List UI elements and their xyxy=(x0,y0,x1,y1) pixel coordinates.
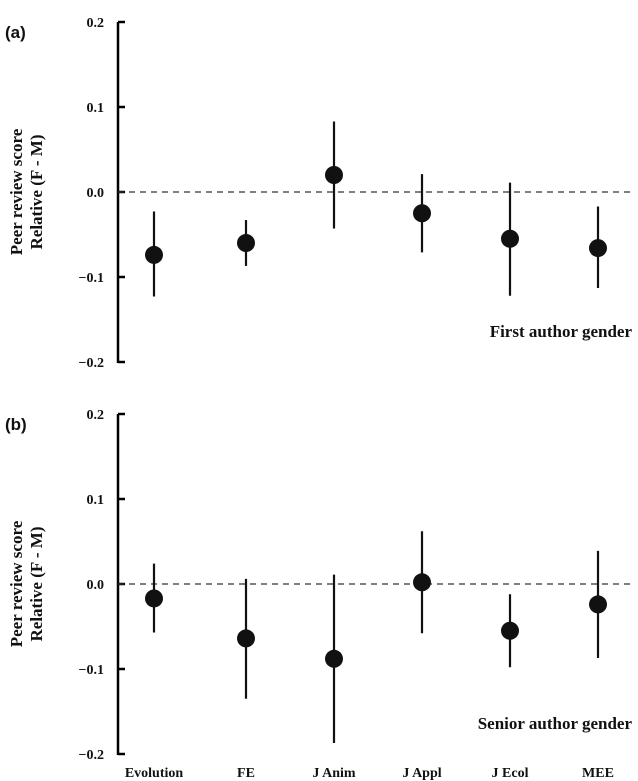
data-point-fe xyxy=(237,629,255,648)
data-point-evolution xyxy=(145,589,163,608)
x-category-label: J Appl xyxy=(402,766,441,781)
y-axis-label: Peer review score xyxy=(7,128,26,255)
y-tick-label: 0.1 xyxy=(87,493,105,508)
data-point-mee xyxy=(589,239,607,258)
panel-annotation: First author gender xyxy=(490,322,633,341)
y-tick-label: −0.1 xyxy=(79,271,104,286)
y-axis-label: Peer review score xyxy=(7,520,26,647)
x-category-label: J Anim xyxy=(312,766,356,781)
y-tick-label: −0.2 xyxy=(79,748,104,763)
data-point-j-anim xyxy=(325,166,343,184)
x-category-label: J Ecol xyxy=(492,766,529,781)
panel-annotation: Senior author gender xyxy=(478,714,633,733)
data-point-j-appl xyxy=(413,204,431,223)
y-tick-label: 0.0 xyxy=(87,186,105,201)
data-point-mee xyxy=(589,595,607,614)
x-category-label: FE xyxy=(237,766,255,781)
data-point-j-anim xyxy=(325,649,343,668)
data-point-fe xyxy=(237,234,255,252)
x-category-label: Evolution xyxy=(125,766,184,781)
y-tick-label: 0.2 xyxy=(87,408,105,423)
data-point-j-ecol xyxy=(501,621,519,640)
y-tick-label: −0.1 xyxy=(79,663,104,678)
data-point-evolution xyxy=(145,245,163,264)
panel-letter: (a) xyxy=(5,23,26,42)
y-axis-label: Relative (F - M) xyxy=(27,526,46,641)
x-category-label: MEE xyxy=(582,766,614,781)
y-axis-label: Relative (F - M) xyxy=(27,134,46,249)
panel-letter: (b) xyxy=(5,415,27,434)
data-point-j-ecol xyxy=(501,229,519,248)
y-tick-label: 0.1 xyxy=(87,101,105,116)
panel-b: (b) Peer review score Relative (F - M) 0.2 0… xyxy=(5,408,632,763)
panel-a: (a) Peer review score Relative (F - M) 0.2 0… xyxy=(5,16,632,371)
data-point-j-appl xyxy=(413,573,431,592)
y-tick-label: −0.2 xyxy=(79,356,104,371)
y-tick-label: 0.2 xyxy=(87,16,105,31)
y-tick-label: 0.0 xyxy=(87,578,105,593)
